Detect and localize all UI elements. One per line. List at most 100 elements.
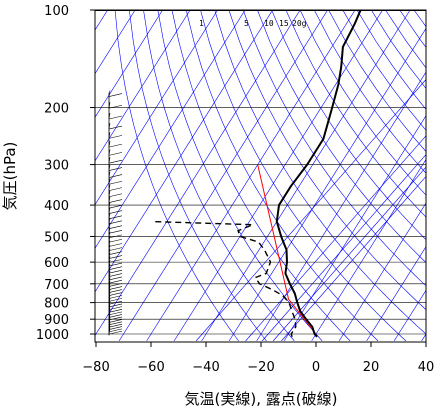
- isotherm-line: [95, 10, 136, 75]
- isotherm-line: [95, 10, 191, 162]
- mixing-ratio-line: [281, 175, 426, 342]
- mixing-ratio-line: [272, 166, 426, 342]
- wind-barb: [108, 298, 123, 302]
- mixing-ratio-label: 5: [244, 19, 249, 28]
- wind-barb: [108, 303, 123, 308]
- wind-barb: [108, 243, 123, 247]
- dry-adiabat-line: [114, 10, 239, 342]
- wind-barb: [108, 279, 123, 284]
- wind-barb: [108, 300, 123, 305]
- y-axis-label: 気圧(hPa): [1, 142, 19, 211]
- isotherm-line: [146, 10, 356, 342]
- isotherm-line: [228, 27, 426, 342]
- wind-barb: [108, 314, 123, 318]
- y-tick-label: 400: [44, 199, 69, 214]
- wind-barb: [108, 204, 123, 209]
- wind-barb: [108, 251, 123, 255]
- wind-barb: [108, 269, 123, 274]
- parcel-path-line: [257, 164, 317, 335]
- isotherm-line: [201, 10, 411, 342]
- wind-barb: [108, 306, 123, 310]
- mixing-ratio-label: 20g: [292, 19, 307, 28]
- x-tick-label: −80: [82, 360, 109, 375]
- x-tick-label: −60: [137, 360, 164, 375]
- wind-barb: [108, 295, 123, 299]
- dry-adiabat-line: [356, 10, 426, 110]
- wind-barb: [108, 330, 123, 335]
- isobar-lines: [95, 10, 426, 335]
- wind-barb: [108, 193, 123, 198]
- isotherm-line: [95, 10, 218, 206]
- wind-barb: [108, 326, 123, 330]
- wind-barb: [108, 220, 123, 225]
- mixing-ratio-labels: 1 5 10 15 20g: [199, 19, 307, 28]
- y-tick-label: 300: [44, 159, 69, 174]
- wind-barb: [108, 174, 123, 178]
- y-tick-label: 1000: [36, 328, 69, 343]
- dry-adiabat-line: [257, 10, 426, 264]
- wind-barb: [108, 135, 123, 139]
- wind-barb: [108, 180, 123, 185]
- wind-barb: [108, 283, 123, 287]
- wind-barb: [108, 167, 123, 171]
- isotherm-line: [283, 115, 426, 342]
- wind-barbs: [108, 90, 123, 336]
- wind-barb: [108, 308, 123, 313]
- wind-barb: [108, 230, 123, 234]
- dry-adiabat-line: [428, 10, 436, 341]
- wind-barb: [108, 210, 123, 214]
- wind-barb: [108, 273, 123, 277]
- x-tick-label: 20: [363, 360, 380, 375]
- mixing-ratio-label: 1: [199, 19, 204, 28]
- wind-barb: [108, 286, 123, 290]
- mixing-ratio-line: [261, 154, 426, 342]
- y-tick-label: 600: [44, 256, 69, 271]
- isotherm-line: [338, 202, 426, 342]
- isotherm-line: [421, 333, 426, 342]
- y-tick-label: 900: [44, 313, 69, 328]
- dry-adiabat-line: [185, 10, 379, 342]
- wind-barb: [108, 323, 123, 328]
- isotherm-line: [256, 71, 426, 342]
- dry-adiabat-line: [242, 10, 426, 287]
- isotherm-line: [393, 289, 426, 342]
- wind-barb: [108, 311, 123, 316]
- wind-barb: [108, 225, 123, 229]
- wind-barb: [108, 262, 123, 267]
- wind-barb: [108, 259, 123, 263]
- wind-barb: [108, 247, 123, 251]
- y-tick-label: 200: [44, 102, 69, 117]
- dry-adiabat-line: [214, 10, 426, 335]
- y-tick-label: 700: [44, 278, 69, 293]
- wind-barb: [108, 199, 123, 203]
- dry-adiabat-line: [299, 10, 426, 196]
- mixing-ratio-line: [245, 135, 426, 342]
- mixing-ratio-label: 15: [279, 19, 289, 28]
- dry-adiabat-line: [399, 10, 426, 48]
- wind-barb: [108, 255, 123, 259]
- wind-barb: [108, 187, 123, 191]
- x-tick-label: −20: [247, 360, 274, 375]
- wind-barb: [108, 289, 123, 293]
- dry-adiabat-line: [200, 10, 407, 342]
- isotherm-line: [95, 10, 246, 249]
- wind-barb: [108, 104, 123, 109]
- wind-barb: [108, 316, 123, 321]
- temperature-tick-labels: −80 −60 −40 −20 0 20 40: [82, 342, 434, 375]
- x-tick-label: −40: [192, 360, 219, 375]
- wind-barb: [108, 159, 123, 164]
- isotherm-line: [95, 10, 163, 118]
- wind-barb: [108, 143, 123, 148]
- wind-barb: [108, 93, 123, 97]
- dry-adiabat-line: [171, 10, 351, 342]
- dry-adiabat-line: [328, 10, 426, 152]
- wind-barb: [108, 266, 123, 270]
- wind-barb: [108, 328, 123, 333]
- dry-adiabat-line: [314, 10, 426, 174]
- guide-lines: [95, 10, 436, 342]
- dry-adiabat-line: [129, 10, 267, 342]
- mixing-ratio-label: 10: [264, 19, 274, 28]
- isotherm-line: [311, 158, 426, 342]
- wind-barb: [108, 234, 123, 239]
